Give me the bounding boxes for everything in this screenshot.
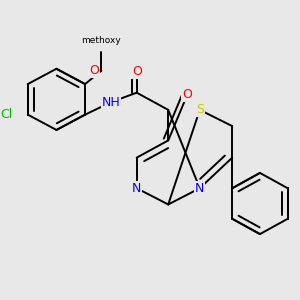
Text: O: O [132, 65, 142, 78]
Text: O: O [89, 64, 99, 77]
Text: S: S [196, 103, 204, 116]
Text: NH: NH [101, 96, 120, 109]
Text: Cl: Cl [1, 108, 13, 121]
Text: N: N [195, 182, 204, 195]
Text: methoxy: methoxy [82, 36, 121, 45]
Text: N: N [132, 182, 141, 195]
Text: O: O [182, 88, 192, 101]
